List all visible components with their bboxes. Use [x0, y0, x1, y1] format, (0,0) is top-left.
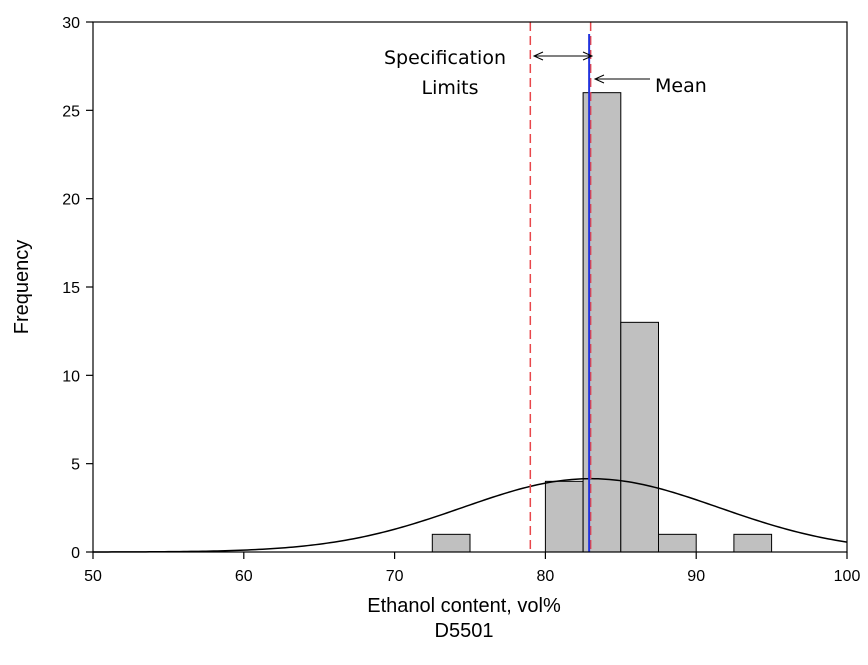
x-tick-label: 90	[687, 568, 705, 585]
x-tick-label: 70	[386, 568, 404, 585]
y-tick-label: 20	[62, 192, 80, 209]
histogram-bars	[431, 92, 773, 553]
x-axis-ticks: 50 60 70 80 90 100	[84, 552, 860, 585]
y-axis-ticks: 0 5 10 15 20 25 30	[62, 15, 93, 562]
spec-limits-label-line1: Specification	[384, 47, 506, 69]
x-axis-title: Ethanol content, vol%	[367, 595, 561, 617]
x-tick-label: 100	[834, 568, 861, 585]
normal-distribution-curve	[93, 477, 848, 553]
spec-limits-label-line2: Limits	[422, 77, 479, 99]
histogram-bar-0	[431, 533, 471, 553]
mean-arrow	[593, 74, 650, 84]
x-tick-label: 50	[84, 568, 102, 585]
y-tick-label: 0	[71, 545, 80, 562]
x-tick-label: 80	[537, 568, 555, 585]
y-axis-title: Frequency	[11, 240, 33, 335]
spec-limits-double-arrow	[532, 51, 594, 61]
plot-frame	[92, 21, 848, 553]
histogram-bar-5	[733, 533, 773, 553]
y-tick-label: 15	[62, 280, 80, 297]
x-axis-subtitle: D5501	[435, 620, 494, 642]
spec-limit-lines	[529, 22, 592, 552]
histogram-bar-3	[620, 321, 659, 553]
x-tick-label: 60	[235, 568, 253, 585]
y-tick-label: 10	[62, 368, 80, 385]
y-tick-label: 25	[62, 103, 80, 120]
histogram-bar-4	[658, 533, 697, 553]
y-tick-label: 5	[71, 457, 80, 474]
histogram-bar-1	[544, 480, 584, 553]
mean-label: Mean	[655, 75, 707, 97]
y-tick-label: 30	[62, 15, 80, 32]
